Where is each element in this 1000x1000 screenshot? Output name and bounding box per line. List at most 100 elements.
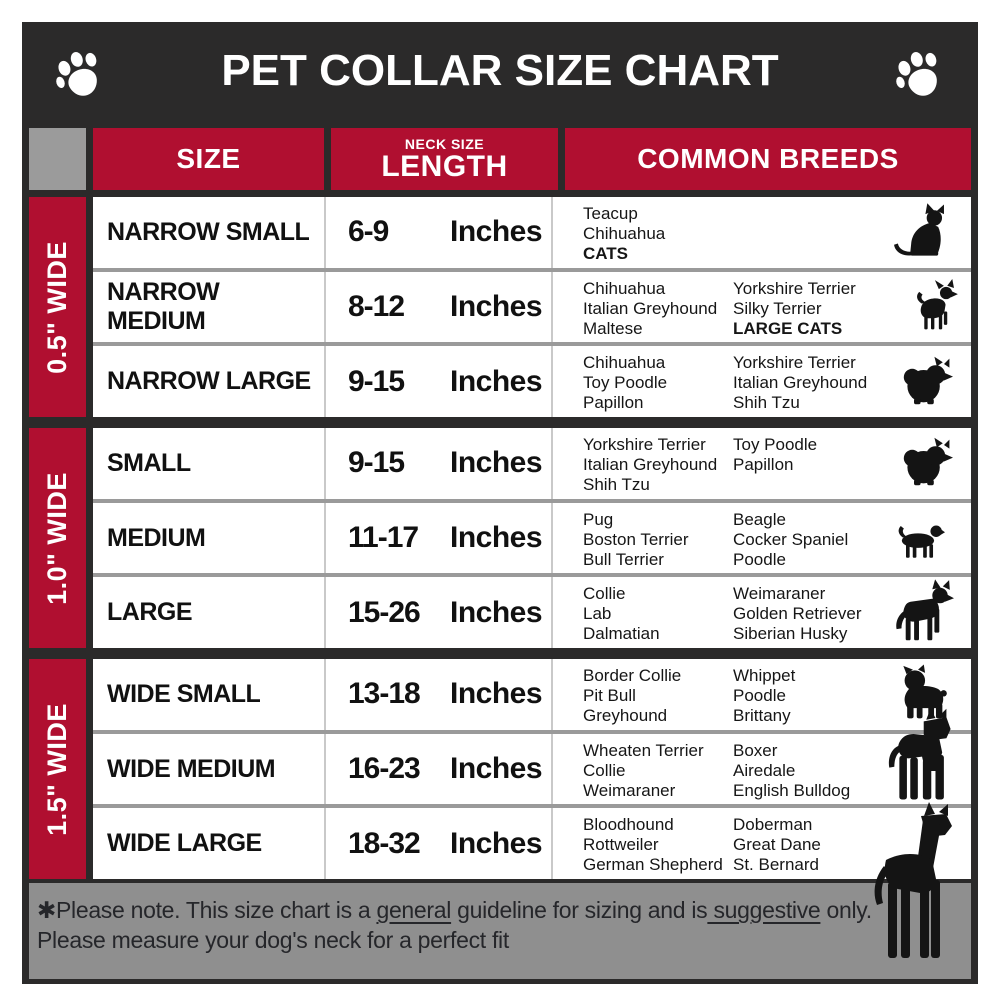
size-label: WIDE SMALL <box>107 679 261 708</box>
length-range: 13-18 <box>348 677 421 711</box>
breeds-col1: Chihuahua Italian Greyhound Maltese <box>583 279 733 343</box>
width-group-1.0: 1.0" WIDE SMALL 9-15 Inches Yorkshire Ter… <box>29 428 971 649</box>
length-range: 6-9 <box>348 215 389 249</box>
breeds-cell: Wheaten Terrier Collie Weimaraner Boxer … <box>551 709 971 805</box>
length-range: 9-15 <box>348 364 405 398</box>
length-cell: 11-17 Inches <box>324 502 551 574</box>
width-band-label: 0.5" WIDE <box>29 197 86 417</box>
breed-name: Chihuahua <box>583 353 666 373</box>
length-range: 18-32 <box>348 826 421 860</box>
breeds-col2: Whippet Poodle Brittany <box>733 666 971 730</box>
breeds-cell: Chihuahua Italian Greyhound Maltese York… <box>551 271 971 343</box>
length-unit: Inches <box>450 826 543 860</box>
breeds-col2: Yorkshire Terrier Italian Greyhound Shih… <box>733 353 971 417</box>
table-row: WIDE LARGE 18-32 Inches Bloodhound Rottwe… <box>93 802 971 959</box>
length-unit: Inches <box>450 364 543 398</box>
length-cell: 16-23 Inches <box>324 733 551 805</box>
length-unit: Inches <box>450 595 543 629</box>
breeds-col1: Teacup Chihuahua CATS <box>583 204 733 268</box>
width-group-0.5: 0.5" WIDE NARROW SMALL 6-9 Inches Teacup … <box>29 197 971 418</box>
breed-name: Toy Poodle <box>583 373 668 393</box>
breeds-col1: Wheaten Terrier Collie Weimaraner <box>583 741 733 805</box>
group-rows: WIDE SMALL 13-18 Inches Border Collie Pit… <box>93 659 971 959</box>
breeds-cell: Yorkshire Terrier Italian Greyhound Shih… <box>551 428 971 499</box>
paw-icon <box>48 44 112 102</box>
breed-name: Lab <box>583 604 612 624</box>
breed-name: Beagle <box>733 509 786 529</box>
breed-name: Golden Retriever <box>733 604 862 624</box>
breeds-col1: Yorkshire Terrier Italian Greyhound Shih… <box>583 435 733 499</box>
breed-name: Bloodhound <box>583 815 674 835</box>
breed-name: Wheaten Terrier <box>583 740 704 760</box>
title-bar: PET COLLAR SIZE CHART <box>22 22 978 120</box>
length-cell: 9-15 Inches <box>324 346 551 418</box>
breeds-col2: Boxer Airedale English Bulldog <box>733 741 971 805</box>
breed-name: Silky Terrier <box>733 298 822 318</box>
breed-name: Papillon <box>583 393 644 413</box>
breed-name: Cocker Spaniel <box>733 529 849 549</box>
breed-name: Rottweiler <box>583 835 659 855</box>
header-breeds: COMMON BREEDS <box>565 128 971 190</box>
footer-note-line1: ✱Please note. This size chart is a gener… <box>37 897 872 923</box>
breeds-col2: Beagle Cocker Spaniel Poodle <box>733 510 971 574</box>
header-breeds-label: COMMON BREEDS <box>637 143 899 174</box>
length-unit: Inches <box>450 521 543 554</box>
size-label: LARGE <box>107 598 193 627</box>
breed-name: Pit Bull <box>583 686 636 705</box>
breeds-cell: Collie Lab Dalmatian Weimaraner Golden R… <box>551 577 971 649</box>
breed-name: Greyhound <box>583 706 668 725</box>
length-cell: 18-32 Inches <box>324 808 551 880</box>
length-range: 11-17 <box>348 521 419 554</box>
table-row: MEDIUM 11-17 Inches Pug Boston Terrier Bu… <box>93 502 971 574</box>
breed-name: Yorkshire Terrier <box>733 353 856 373</box>
table-row: WIDE MEDIUM 16-23 Inches Wheaten Terrier … <box>93 709 971 805</box>
breed-name: Italian Greyhound <box>583 298 718 318</box>
breeds-col1: Bloodhound Rottweiler German Shepherd <box>583 815 733 879</box>
size-cell: NARROW SMALL <box>93 197 324 268</box>
shepherd-icon <box>879 578 959 648</box>
breeds-col1: Collie Lab Dalmatian <box>583 584 733 648</box>
breed-name: Boxer <box>733 740 778 760</box>
pomeranian-icon <box>893 352 959 412</box>
breed-name: Maltese <box>583 318 643 338</box>
size-cell: WIDE MEDIUM <box>93 734 324 805</box>
pomeranian-icon <box>893 433 959 493</box>
group-rows: NARROW SMALL 6-9 Inches Teacup Chihuahua … <box>93 197 971 418</box>
pitbull-icon <box>875 707 959 803</box>
size-label: NARROW SMALL <box>107 217 310 246</box>
breed-name: Poodle <box>733 549 786 569</box>
breeds-cell: Chihuahua Toy Poodle Papillon Yorkshire … <box>551 346 971 418</box>
table-header-row: SIZE NECK SIZE LENGTH COMMON BREEDS <box>29 128 971 190</box>
breeds-cell: Border Collie Pit Bull Greyhound Whippet… <box>551 659 971 730</box>
length-unit: Inches <box>450 752 543 785</box>
header-size: SIZE <box>93 128 324 190</box>
width-band-label: 1.5" WIDE <box>29 659 86 879</box>
size-cell: NARROW LARGE <box>93 346 324 417</box>
breed-name: Collie <box>583 760 626 780</box>
size-chart-table: SIZE NECK SIZE LENGTH COMMON BREEDS 0.5"… <box>22 120 978 959</box>
breed-name: Shih Tzu <box>583 475 650 494</box>
breed-name: Italian Greyhound <box>583 455 718 474</box>
table-row: WIDE SMALL 13-18 Inches Border Collie Pit… <box>93 659 971 730</box>
header-length: NECK SIZE LENGTH <box>331 128 558 190</box>
breed-name: Chihuahua <box>583 278 666 298</box>
breed-name: Doberman <box>733 815 813 835</box>
size-cell: LARGE <box>93 577 324 648</box>
breed-name: Italian Greyhound <box>733 373 868 393</box>
breed-name: LARGE CATS <box>733 318 843 338</box>
breed-name: Weimaraner <box>583 780 676 800</box>
breeds-col1: Pug Boston Terrier Bull Terrier <box>583 510 733 574</box>
size-label: NARROW LARGE <box>107 367 311 396</box>
paw-icon <box>888 44 952 102</box>
header-length-label: LENGTH <box>381 149 508 183</box>
breed-name: Siberian Husky <box>733 624 848 644</box>
dachshund-icon <box>879 512 959 564</box>
size-cell: WIDE LARGE <box>93 808 324 879</box>
size-cell: SMALL <box>93 428 324 499</box>
breed-name: Chihuahua <box>583 224 666 243</box>
breeds-cell: Bloodhound Rottweiler German Shepherd Do… <box>551 802 971 959</box>
footer-note-bar: ✱Please note. This size chart is a gener… <box>29 883 971 979</box>
breeds-col1: Chihuahua Toy Poodle Papillon <box>583 353 733 417</box>
breed-name: Poodle <box>733 686 786 705</box>
table-row: NARROW SMALL 6-9 Inches Teacup Chihuahua … <box>93 197 971 268</box>
